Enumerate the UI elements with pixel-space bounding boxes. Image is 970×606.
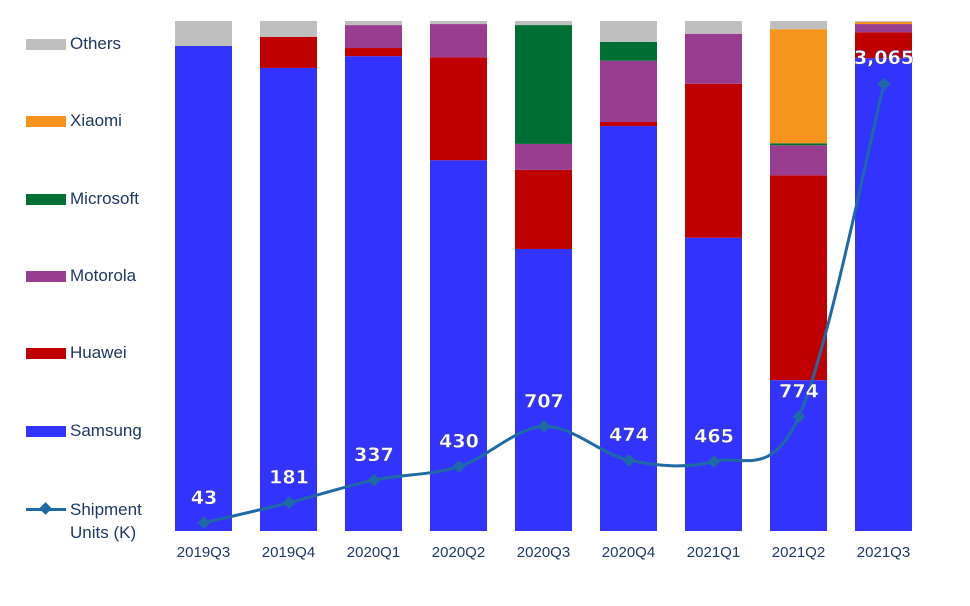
bar-segment-huawei	[430, 57, 487, 161]
bar-segment-samsung	[260, 67, 317, 532]
bar-segment-motorola	[600, 60, 657, 122]
bar-segment-others	[515, 21, 572, 26]
bar-segment-motorola	[430, 24, 487, 58]
shipment-data-label: 474	[609, 424, 649, 446]
legend-label-line2: Units (K)	[70, 523, 137, 542]
shipment-point	[452, 460, 466, 473]
bar-segment-others	[430, 21, 487, 25]
legend-microsoft: Microsoft	[26, 189, 139, 209]
bar-segment-others	[855, 21, 912, 23]
legend-others: Others	[26, 34, 121, 54]
legend-swatch	[26, 270, 66, 282]
x-tick-label: 2021Q3	[857, 544, 910, 561]
legend-label: Xiaomi	[70, 111, 122, 130]
bar-segment-others	[175, 21, 232, 46]
bar-segment-xiaomi	[770, 29, 827, 144]
bar-segment-samsung	[770, 380, 827, 531]
bar-segment-samsung	[430, 160, 487, 532]
legend-swatch	[26, 115, 66, 127]
bar-segment-xiaomi	[855, 22, 912, 25]
bar-segment-microsoft	[515, 25, 572, 144]
legend-label-line1: Shipment	[70, 500, 142, 519]
bar-segment-motorola	[515, 143, 572, 170]
bar-segment-huawei	[345, 48, 402, 57]
bar-segment-samsung	[175, 45, 232, 532]
shipment-point	[282, 496, 296, 510]
legend-swatch	[26, 193, 66, 205]
bar-segment-samsung	[685, 237, 742, 531]
legend-huawei: Huawei	[26, 343, 127, 363]
bar-segment-motorola	[770, 145, 827, 176]
bar-segment-others	[600, 21, 657, 42]
bar-segment-samsung	[600, 126, 657, 531]
bar-segment-huawei	[685, 83, 742, 238]
legend-label: Huawei	[70, 343, 127, 362]
bar-segment-microsoft	[600, 41, 657, 61]
legend-swatch	[26, 347, 66, 359]
bar-segment-others	[770, 21, 827, 30]
bar-segment-huawei	[515, 169, 572, 249]
bar-segment-samsung	[515, 248, 572, 531]
bar-segment-samsung	[345, 56, 402, 531]
bar-segment-huawei	[600, 121, 657, 127]
x-tick-label: 2021Q2	[772, 544, 825, 561]
shipment-point	[367, 473, 381, 487]
legend-xiaomi: Xiaomi	[26, 111, 122, 131]
legend-label: Shipment Units (K)	[70, 498, 142, 544]
bar-segment-others	[345, 21, 402, 26]
legend-label: Motorola	[70, 266, 137, 285]
legend-shipment: Shipment Units (K)	[26, 498, 142, 544]
shipment-data-label: 465	[694, 426, 734, 448]
legend-motorola: Motorola	[26, 266, 136, 286]
legend-line-marker-icon	[26, 502, 66, 516]
x-tick-label: 2020Q2	[432, 544, 485, 561]
x-tick-label: 2021Q1	[687, 544, 740, 561]
bar-segment-motorola	[855, 24, 912, 33]
shipment-data-label: 3,065	[854, 47, 914, 69]
x-tick-label: 2019Q3	[177, 544, 230, 561]
legend-label: Microsoft	[70, 189, 139, 208]
bar-segment-huawei	[855, 32, 912, 59]
legend-swatch	[26, 38, 66, 50]
shipment-data-label: 707	[524, 390, 564, 412]
bar-segment-others	[260, 21, 317, 37]
shipment-line	[203, 83, 886, 525]
bar-segment-huawei	[260, 36, 317, 68]
legend-label: Others	[70, 34, 122, 53]
legend-label: Samsung	[70, 421, 142, 440]
shipment-data-label: 430	[439, 431, 479, 453]
bar-segment-motorola	[685, 33, 742, 84]
x-tick-label: 2019Q4	[262, 544, 315, 561]
bar-segment-samsung	[855, 58, 912, 531]
bar-segment-motorola	[345, 25, 402, 49]
legend-samsung: Samsung	[26, 421, 142, 441]
bar-segment-microsoft	[770, 143, 827, 146]
x-tick-label: 2020Q1	[347, 544, 400, 561]
bar-segment-others	[685, 21, 742, 34]
shipment-data-label: 774	[779, 381, 819, 403]
x-tick-label: 2020Q3	[517, 544, 570, 561]
legend-swatch	[26, 425, 66, 437]
bar-segment-huawei	[770, 175, 827, 381]
shipment-data-label: 181	[269, 467, 309, 489]
x-tick-label: 2020Q4	[602, 544, 655, 561]
shipment-data-label: 337	[354, 444, 394, 466]
shipment-data-label: 43	[191, 487, 217, 509]
